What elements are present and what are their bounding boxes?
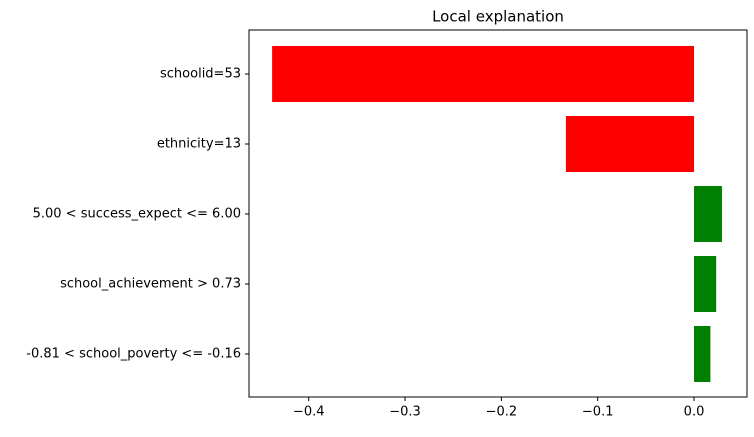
x-tick-label: −0.2 <box>486 405 518 420</box>
chart-title: Local explanation <box>432 8 564 26</box>
y-tick-label: schoolid=53 <box>160 67 241 82</box>
x-tick-label: −0.4 <box>293 405 325 420</box>
y-tick-label: school_achievement > 0.73 <box>60 277 241 292</box>
bar <box>694 256 717 312</box>
y-tick-label: ethnicity=13 <box>157 137 241 152</box>
x-tick-label: −0.1 <box>582 405 614 420</box>
bar <box>694 186 722 242</box>
bar <box>272 46 695 102</box>
bar <box>565 116 695 172</box>
x-tick-label: −0.3 <box>389 405 421 420</box>
x-tick-label: 0.0 <box>684 405 705 420</box>
bar <box>694 326 711 382</box>
y-tick-label: -0.81 < school_poverty <= -0.16 <box>26 347 241 362</box>
y-tick-label: 5.00 < success_expect <= 6.00 <box>33 207 241 222</box>
